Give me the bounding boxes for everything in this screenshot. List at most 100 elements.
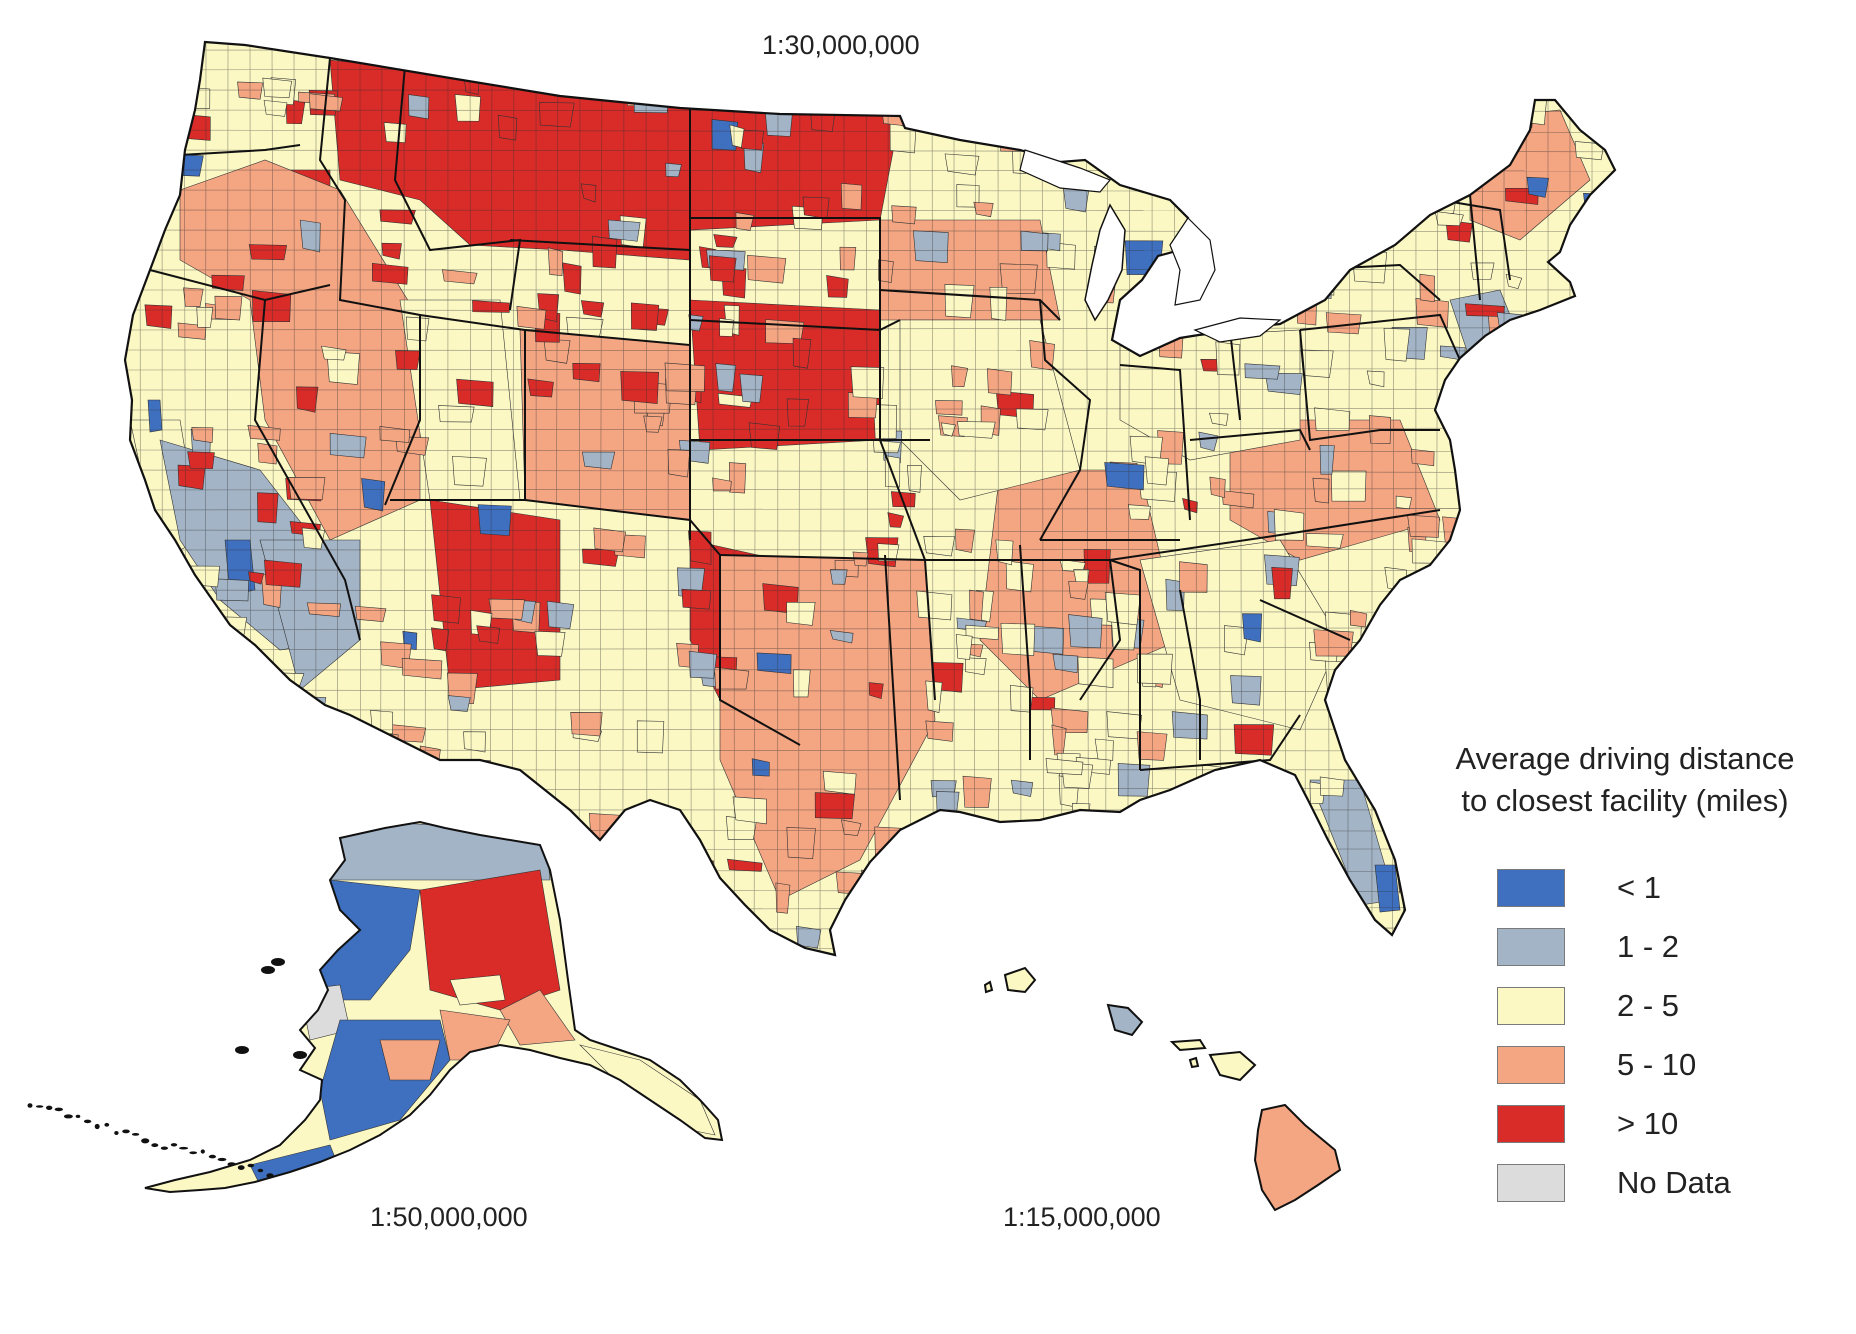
county-line (931, 42, 934, 955)
county-line (1085, 42, 1090, 955)
aleutian-island (114, 1131, 119, 1135)
aleutian-island (266, 1173, 274, 1178)
aleutian-islands (27, 958, 307, 1178)
county-patch (1420, 157, 1457, 172)
county-patch (431, 594, 461, 624)
county-patch (588, 813, 627, 842)
county-patch (1258, 127, 1277, 160)
county-patch (1224, 105, 1240, 127)
county-patch (955, 528, 975, 553)
county-patch (1007, 840, 1037, 861)
county-patch (732, 796, 767, 825)
county-patch (187, 451, 215, 470)
county-patch (1544, 685, 1575, 717)
county-patch (296, 386, 319, 413)
county-patch (879, 60, 903, 88)
county-patch (1526, 176, 1549, 198)
aleutian-island (83, 1119, 92, 1124)
county-patch (1390, 115, 1408, 136)
county-patch (1319, 445, 1335, 475)
county-patch (1478, 496, 1513, 514)
county-patch (1404, 185, 1439, 206)
county-patch (1117, 763, 1151, 797)
county-patch (1442, 516, 1480, 545)
county-patch (270, 672, 305, 686)
county-patch (1283, 233, 1303, 265)
county-patch (1015, 408, 1049, 431)
county-patch (547, 247, 564, 277)
aleutian-island (131, 1133, 140, 1136)
county-patch (196, 924, 224, 944)
county-patch (263, 100, 288, 117)
county-patch (1366, 370, 1385, 388)
county-patch (1511, 408, 1545, 427)
aleutian-island (94, 1123, 100, 1130)
county-patch (329, 432, 367, 459)
county-line (125, 269, 1615, 271)
county-patch (456, 378, 494, 407)
county-patch (786, 827, 816, 859)
county-patch (611, 937, 644, 955)
legend-label-lt1: < 1 (1617, 869, 1661, 905)
county-patch (1227, 275, 1268, 296)
county-patch (667, 449, 691, 478)
aleutian-island (63, 1114, 73, 1119)
alaska-borough-patches (249, 822, 716, 1186)
conus-zone-14 (1119, 329, 1301, 461)
county-patch (735, 212, 755, 231)
county-patch (454, 94, 481, 122)
county-patch (1329, 103, 1348, 136)
county-patch (695, 81, 716, 98)
county-patch (592, 235, 618, 269)
aleutian-island (208, 1154, 216, 1159)
county-patch (1071, 803, 1091, 837)
aleutian-island (151, 1143, 159, 1148)
county-patch (341, 805, 363, 836)
county-patch (1455, 532, 1489, 557)
county-line (798, 42, 801, 955)
aleutian-island (104, 1122, 110, 1127)
county-patch (183, 287, 204, 307)
county-patch (939, 817, 978, 850)
county-patch (850, 366, 885, 399)
county-patch (625, 76, 664, 107)
county-patch (1163, 309, 1189, 329)
county-patch (527, 378, 554, 398)
county-patch (1179, 561, 1208, 593)
county-patch (747, 255, 787, 284)
county-patch (1274, 61, 1314, 75)
county-patch (962, 775, 992, 808)
county-patch (210, 616, 247, 642)
county-patch (516, 305, 547, 330)
county-patch (1127, 504, 1151, 520)
county-patch (727, 858, 763, 872)
county-line (622, 42, 625, 955)
county-patch (372, 262, 409, 285)
county-patch (681, 588, 712, 610)
county-patch (1220, 267, 1260, 281)
county-patch (793, 669, 811, 698)
county-patch (1228, 195, 1267, 211)
county-patch (1274, 81, 1291, 106)
county-patch (1496, 312, 1537, 332)
county-patch (1230, 675, 1262, 706)
lake-erie (1193, 317, 1282, 343)
county-patch (517, 810, 558, 837)
county-patch (580, 183, 597, 203)
county-line (139, 42, 141, 955)
county-patch (1415, 80, 1432, 112)
county-patch (1068, 614, 1103, 649)
county-patch (756, 652, 792, 674)
county-patch (1407, 514, 1440, 538)
county-patch (720, 903, 745, 921)
county-patch (171, 875, 192, 907)
county-patch (999, 263, 1038, 295)
aleutian-island (160, 1146, 168, 1150)
hawaii-scale-label: 1:15,000,000 (1003, 1202, 1161, 1232)
county-patch (1178, 150, 1214, 169)
county-line (125, 449, 1615, 453)
county-patch (1104, 592, 1141, 626)
county-line (125, 529, 1615, 533)
bering-island (235, 1046, 249, 1054)
conus-zone-23 (1374, 864, 1401, 913)
